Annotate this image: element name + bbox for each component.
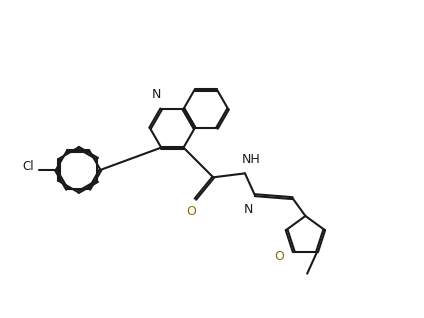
Text: N: N: [243, 203, 253, 216]
Text: N: N: [151, 88, 161, 101]
Text: O: O: [187, 205, 196, 218]
Text: Cl: Cl: [22, 160, 34, 173]
Text: NH: NH: [242, 153, 260, 166]
Text: O: O: [274, 250, 284, 263]
